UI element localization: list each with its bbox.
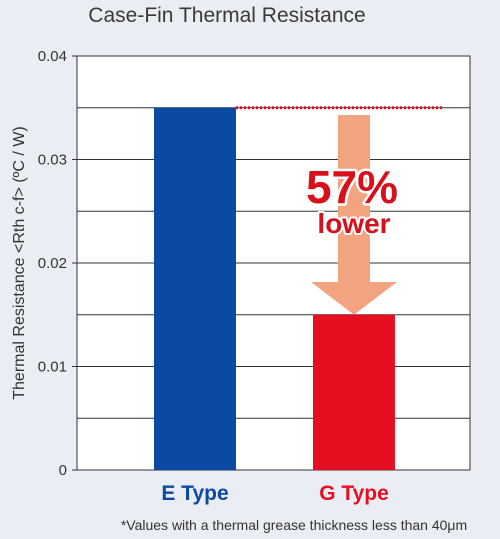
bars bbox=[154, 107, 395, 470]
bar bbox=[313, 314, 395, 470]
grid bbox=[77, 55, 470, 471]
footnote: *Values with a thermal grease thickness … bbox=[121, 517, 467, 533]
y-tick-label: 0.01 bbox=[38, 359, 67, 376]
bar bbox=[154, 107, 236, 470]
annotation-percent: 57% bbox=[306, 161, 398, 213]
chart-title: Case-Fin Thermal Resistance bbox=[88, 4, 365, 27]
x-category-label: E Type bbox=[161, 482, 228, 505]
annotation: 57%lower bbox=[236, 106, 444, 315]
y-tick-label: 0 bbox=[59, 462, 67, 479]
down-arrow bbox=[311, 115, 397, 315]
y-tick-label: 0.04 bbox=[38, 48, 67, 65]
annotation-text: lower bbox=[317, 208, 390, 239]
y-tick-label: 0.03 bbox=[38, 152, 67, 169]
x-categories: E Type G Type bbox=[161, 482, 388, 505]
y-ticks: 0 0.01 0.02 0.03 0.04 bbox=[38, 48, 77, 479]
x-category-label: G Type bbox=[319, 482, 389, 505]
y-axis-label: Thermal Resistance <Rth c-f> (ºC / W) bbox=[11, 126, 28, 399]
y-tick-label: 0.02 bbox=[38, 255, 67, 272]
